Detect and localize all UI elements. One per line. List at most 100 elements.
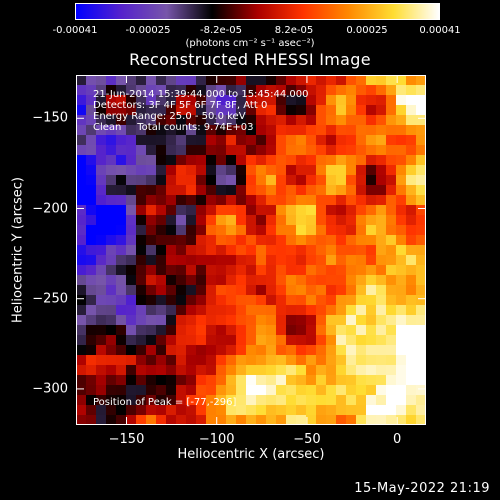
heatmap-cell [346,345,357,356]
heatmap-cell [166,85,177,96]
heatmap-cell [216,385,227,396]
heatmap-cell [256,205,267,216]
heatmap-cell [276,225,287,236]
heatmap-cell [406,215,417,226]
heatmap-cell [406,325,417,336]
heatmap-cell [366,105,377,116]
heatmap-cell [316,325,327,336]
heatmap-cell [336,285,347,296]
heatmap-cell [256,315,267,326]
y-tick-label: −200 [32,201,68,216]
heatmap-cell [146,285,157,296]
heatmap-cell [266,205,277,216]
heatmap-cell [406,185,417,196]
heatmap-cell [276,415,287,425]
heatmap-cell [356,345,367,356]
heatmap-cell [116,105,127,116]
heatmap-cell [356,185,367,196]
heatmap-cell [266,315,277,326]
heatmap-cell [346,355,357,366]
heatmap-cell [276,75,287,86]
heatmap-cell [206,355,217,366]
heatmap-cell [376,205,387,216]
heatmap-cell [356,115,367,126]
heatmap-cell [216,375,227,386]
heatmap-cell [196,305,207,316]
heatmap-cell [326,265,337,276]
heatmap-cell [166,335,177,346]
heatmap-cell [216,195,227,206]
heatmap-cell [106,325,117,336]
heatmap-cell [286,75,297,86]
heatmap-cell [296,395,307,406]
heatmap-cell [286,245,297,256]
heatmap-cell [156,365,167,376]
heatmap-cell [346,305,357,316]
heatmap-cell [406,205,417,216]
heatmap-cell [276,295,287,306]
heatmap-cell [116,415,127,425]
heatmap-cell [376,255,387,266]
heatmap-cell [86,225,97,236]
heatmap-cell [346,105,357,116]
heatmap-cell [126,135,137,146]
heatmap-cell [326,415,337,425]
heatmap-cell [286,115,297,126]
heatmap-cell [256,155,267,166]
heatmap-cell [96,205,107,216]
heatmap-cell [156,165,167,176]
heatmap-cell [396,155,407,166]
heatmap-cell [336,385,347,396]
heatmap-cell [116,355,127,366]
heatmap-cell [356,145,367,156]
heatmap-cell [326,215,337,226]
heatmap-cell [236,105,247,116]
heatmap-cell [186,135,197,146]
heatmap-cell [186,385,197,396]
heatmap-cell [226,145,237,156]
heatmap-cell [406,105,417,116]
heatmap-cell [176,325,187,336]
heatmap-cell [276,185,287,196]
heatmap-cell [326,385,337,396]
heatmap-cell [256,235,267,246]
heatmap-cell [386,245,397,256]
heatmap-cell [236,155,247,166]
heatmap-cell [186,125,197,136]
heatmap-cell [386,205,397,216]
heatmap-cell [86,245,97,256]
heatmap-cell [236,355,247,366]
heatmap-cell [346,275,357,286]
heatmap-cell [156,385,167,396]
heatmap-cell [236,405,247,416]
heatmap-cell [196,395,207,406]
heatmap-cell [316,125,327,136]
heatmap-cell [256,145,267,156]
heatmap-cell [116,285,127,296]
heatmap-cell [296,355,307,366]
heatmap-cell [416,365,426,376]
heatmap-cell [346,285,357,296]
heatmap-cell [146,205,157,216]
heatmap-cell [156,175,167,186]
heatmap-cell [146,295,157,306]
heatmap-cell [326,275,337,286]
heatmap-cell [386,255,397,266]
heatmap-cell [266,225,277,236]
heatmap-cell [86,265,97,276]
heatmap-cell [136,245,147,256]
heatmap-cell [296,75,307,86]
heatmap-cell [296,255,307,266]
heatmap-cell [246,305,257,316]
heatmap-cell [256,375,267,386]
heatmap-cell [96,85,107,96]
heatmap-cell [416,415,426,425]
heatmap-cell [376,315,387,326]
heatmap-cell [96,255,107,266]
heatmap-cell [296,345,307,356]
heatmap-cell [186,355,197,366]
heatmap-cell [296,135,307,146]
heatmap-cell [336,355,347,366]
heatmap-cell [226,305,237,316]
plot-area [76,75,426,425]
